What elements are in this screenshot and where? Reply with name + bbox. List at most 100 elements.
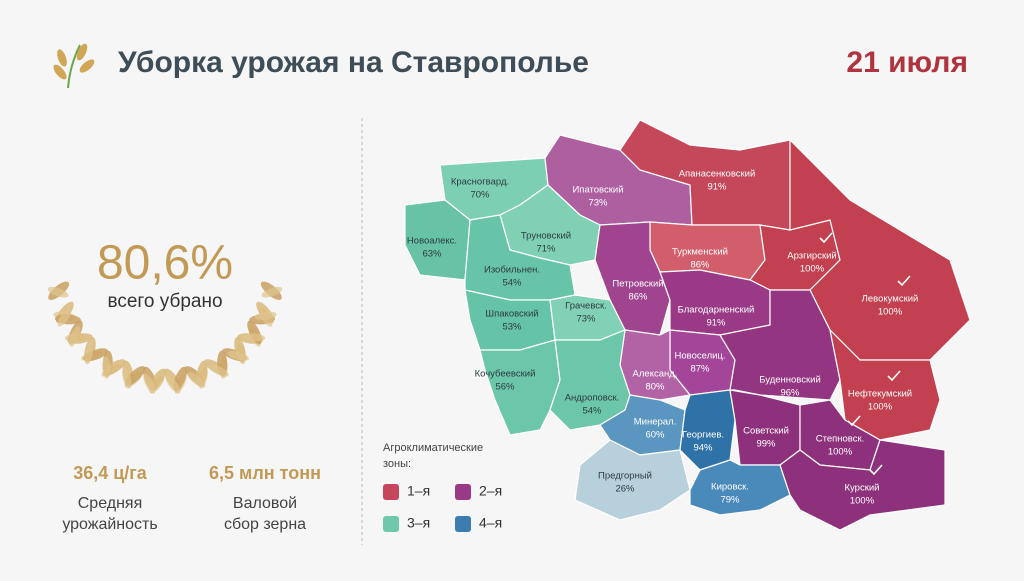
wreath-leaf [122,367,132,389]
region-value: 73% [576,314,596,325]
legend-swatch [455,484,471,500]
region-value: 73% [588,198,608,209]
region-value: 60% [645,430,665,441]
region-value: 54% [582,406,602,417]
harvest-percent: 80,6% [97,237,233,290]
legend: Агроклиматические зоны: 1–я 2–я 3–я 4–я [383,442,502,532]
region-name: Александ. [633,369,678,380]
harvest-caption: всего убрано [107,291,222,312]
wreath-leaf [187,372,206,388]
region-value: 54% [502,278,522,289]
region-name: Степновск. [816,434,865,445]
region-value: 63% [422,249,442,260]
region-name: Шпаковский [485,309,538,320]
wreath-leaf [254,311,277,321]
wreath-leaf [84,342,94,365]
region-name: Петровский [612,279,663,290]
region-name: Андроповск. [565,393,620,404]
region-name: Апанасенковский [679,169,756,180]
region-name: Советский [743,426,789,437]
region [829,328,941,441]
stat-caption: Средняя [78,495,143,512]
region [689,459,791,516]
region [779,439,946,531]
region-name: Георгиев. [682,430,724,441]
stat-caption: Валовой [233,495,297,512]
wreath-leaf [143,373,156,394]
legend-label: 4–я [479,515,502,531]
wreath-leaf [261,286,283,298]
wreath-leaf [47,286,69,298]
region-value: 100% [878,307,903,318]
region-value: 87% [690,364,710,375]
region-value: 100% [868,402,893,413]
legend-label: 3–я [407,515,430,531]
region-name: Буденновский [759,375,821,386]
map: Красногвард. 70% Ипатовский 73% Апанасенковс… [404,119,971,531]
wreath-leaf [165,375,181,394]
check-mark [869,464,883,476]
region-value: 99% [756,439,776,450]
region-value: 80% [645,382,665,393]
wreath-leaf [208,364,229,377]
region-name: Ипатовский [572,185,623,196]
region-value: 86% [628,292,648,303]
region-name: Новоселиц. [674,351,725,362]
region-value: 53% [502,322,522,333]
wreath-leaf [227,351,249,361]
region-name: Новоалекс. [407,236,457,247]
check-mark [847,415,861,427]
region-value: 91% [707,182,727,193]
stat-value: 6,5 млн тонн [209,463,321,483]
region-name: Левокумский [862,294,919,305]
wreath-leaf [69,326,81,347]
legend-title: Агроклиматические [383,442,483,454]
region-value: 71% [536,244,556,255]
wreath-leaf [243,333,266,342]
region-name: Грачевск. [565,301,607,312]
region-name: Кировск. [711,482,749,493]
date: 21 июля [846,46,968,79]
region [719,289,841,401]
region-name: Благодарненский [678,305,755,316]
region-name: Труновский [521,231,571,242]
legend-title: зоны: [383,458,411,470]
region-value: 94% [693,443,713,454]
legend-swatch [383,516,399,532]
legend-swatch [383,484,399,500]
legend-label: 2–я [479,483,502,499]
region-name: Красногвард. [451,177,509,188]
legend-swatch [455,516,471,532]
region-value: 100% [850,496,875,507]
region-value: 100% [800,264,825,275]
region-value: 56% [495,382,515,393]
region-value: 26% [615,484,635,495]
region [679,389,736,471]
region-name: Минерал. [634,417,677,428]
region [479,339,561,436]
stats: 36,4 ц/га Средняя урожайность 6,5 млн тонн В… [62,463,321,533]
region-value: 79% [720,495,740,506]
region-value: 70% [470,190,490,201]
wheat-icon [53,43,95,89]
wreath-leaf [57,307,72,327]
title: Уборка урожая на Ставрополье [118,46,589,79]
region [574,439,691,521]
stat-caption: урожайность [62,516,157,533]
region-name: Предгорный [598,471,652,482]
check-mark [897,275,911,287]
region-name: Арзгирский [787,251,836,262]
region-name: Нефтекумский [848,389,912,400]
region-value: 96% [780,388,800,399]
region-name: Курский [845,483,880,494]
region-name: Изобильнен. [484,265,540,276]
region-value: 91% [706,318,726,329]
stat-caption: сбор зерна [224,516,306,533]
check-mark [887,370,901,382]
stat-value: 36,4 ц/га [73,463,148,483]
region-name: Туркменский [672,247,728,258]
check-mark [819,232,833,244]
region-value: 100% [828,447,853,458]
wreath [47,281,283,394]
